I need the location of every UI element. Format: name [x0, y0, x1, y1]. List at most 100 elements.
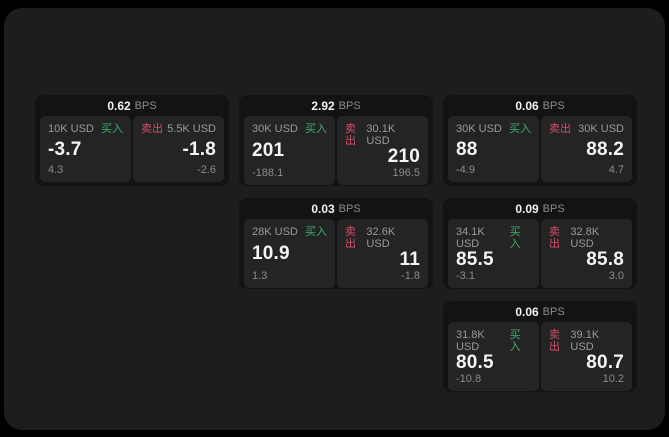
bps-value: 0.03 — [311, 202, 335, 216]
buy-price: 88 — [456, 138, 478, 160]
buy-amount: 34.1K USD — [456, 226, 485, 250]
sell-quote-tile[interactable]: 卖出 32.6K USD 11 -1.8 — [337, 219, 428, 288]
bps-unit-label: BPS — [542, 306, 565, 318]
sell-price: 11 — [399, 249, 420, 270]
tile-top-row: 卖出 5.5K USD — [141, 123, 216, 135]
quote-tiles: 28K USD 买入 10.9 1.3 卖出 32.6K USD 11 -1.8 — [244, 219, 428, 288]
quote-tiles: 34.1K USD 买入 85.5 -3.1 卖出 32.8K USD 85.8… — [448, 219, 632, 288]
sell-side-label: 卖出 — [345, 123, 356, 147]
quote-card: 0.09 BPS 34.1K USD 买入 85.5 -3.1 卖出 — [443, 198, 637, 289]
card-header: 0.06 BPS — [448, 98, 632, 114]
sell-delta: 3.0 — [608, 270, 624, 282]
quote-tiles: 30K USD 买入 88 -4.9 卖出 30K USD 88.2 4.7 — [448, 116, 632, 182]
bps-unit-label: BPS — [338, 100, 361, 112]
card-header: 0.09 BPS — [448, 201, 632, 217]
buy-side-label: 买入 — [305, 226, 327, 238]
card-header: 0.62 BPS — [40, 98, 224, 114]
quote-tiles: 30K USD 买入 201 -188.1 卖出 30.1K USD 210 1… — [244, 116, 428, 185]
sell-amount: 5.5K USD — [167, 123, 216, 135]
buy-amount: 30K USD — [456, 123, 502, 135]
quote-card: 2.92 BPS 30K USD 买入 201 -188.1 卖出 — [239, 95, 433, 186]
card-header: 0.03 BPS — [244, 201, 428, 217]
sell-amount: 32.6K USD — [366, 226, 396, 250]
buy-delta: -3.1 — [456, 270, 475, 282]
tile-top-row: 10K USD 买入 — [48, 123, 123, 135]
tile-top-row: 卖出 39.1K USD — [549, 329, 624, 353]
quote-tiles: 31.8K USD 买入 80.5 -10.8 卖出 39.1K USD 80.… — [448, 322, 632, 391]
sell-delta: -1.8 — [401, 270, 420, 282]
sell-quote-tile[interactable]: 卖出 32.8K USD 85.8 3.0 — [541, 219, 632, 288]
bps-unit-label: BPS — [134, 100, 157, 112]
sell-quote-tile[interactable]: 卖出 30K USD 88.2 4.7 — [541, 116, 632, 182]
quote-card: 0.06 BPS 30K USD 买入 88 -4.9 卖出 — [443, 95, 637, 186]
buy-amount: 30K USD — [252, 123, 298, 135]
sell-quote-tile[interactable]: 卖出 30.1K USD 210 196.5 — [337, 116, 428, 185]
buy-price: 85.5 — [456, 249, 494, 270]
sell-delta: 4.7 — [608, 164, 624, 176]
bps-value: 0.06 — [515, 99, 539, 113]
bps-unit-label: BPS — [542, 203, 565, 215]
buy-side-label: 买入 — [509, 329, 521, 353]
sell-price: 88.2 — [586, 138, 624, 160]
sell-price: 80.7 — [586, 352, 624, 373]
buy-side-label: 买入 — [305, 123, 327, 135]
sell-amount: 32.8K USD — [570, 226, 600, 250]
sell-quote-tile[interactable]: 卖出 39.1K USD 80.7 10.2 — [541, 322, 632, 391]
buy-price: 80.5 — [456, 352, 494, 373]
buy-delta: 1.3 — [252, 270, 268, 282]
tile-top-row: 30K USD 买入 — [252, 123, 327, 135]
sell-delta: 196.5 — [392, 167, 420, 179]
buy-side-label: 买入 — [509, 123, 531, 135]
sell-side-label: 卖出 — [345, 226, 356, 250]
buy-side-label: 买入 — [509, 226, 521, 250]
tile-top-row: 卖出 30.1K USD — [345, 123, 420, 147]
quote-tiles: 10K USD 买入 -3.7 4.3 卖出 5.5K USD -1.8 -2.… — [40, 116, 224, 182]
sell-delta: 10.2 — [602, 373, 624, 385]
tile-top-row: 卖出 32.8K USD — [549, 226, 624, 250]
tile-top-row: 34.1K USD 买入 — [456, 226, 531, 250]
bps-value: 0.09 — [515, 202, 539, 216]
tile-top-row: 30K USD 买入 — [456, 123, 531, 135]
buy-delta: -4.9 — [456, 164, 475, 176]
sell-side-label: 卖出 — [549, 123, 571, 135]
sell-price: -1.8 — [182, 138, 216, 160]
buy-amount: 31.8K USD — [456, 329, 485, 353]
sell-amount: 30.1K USD — [366, 123, 396, 147]
tile-top-row: 卖出 32.6K USD — [345, 226, 420, 250]
buy-quote-tile[interactable]: 30K USD 买入 88 -4.9 — [448, 116, 539, 182]
buy-quote-tile[interactable]: 31.8K USD 买入 80.5 -10.8 — [448, 322, 539, 391]
quote-cards-grid: 0.62 BPS 10K USD 买入 -3.7 4.3 卖出 — [35, 95, 637, 392]
tile-top-row: 卖出 30K USD — [549, 123, 624, 135]
buy-delta: -10.8 — [456, 373, 482, 385]
bps-value: 0.62 — [107, 99, 131, 113]
buy-quote-tile[interactable]: 34.1K USD 买入 85.5 -3.1 — [448, 219, 539, 288]
buy-quote-tile[interactable]: 10K USD 买入 -3.7 4.3 — [40, 116, 131, 182]
quote-card: 0.03 BPS 28K USD 买入 10.9 1.3 卖出 — [239, 198, 433, 289]
tile-top-row: 31.8K USD 买入 — [456, 329, 531, 353]
buy-quote-tile[interactable]: 30K USD 买入 201 -188.1 — [244, 116, 335, 185]
buy-side-label: 买入 — [101, 123, 123, 135]
tile-top-row: 28K USD 买入 — [252, 226, 327, 238]
card-header: 0.06 BPS — [448, 304, 632, 320]
buy-amount: 10K USD — [48, 123, 94, 135]
sell-amount: 30K USD — [578, 123, 624, 135]
sell-quote-tile[interactable]: 卖出 5.5K USD -1.8 -2.6 — [133, 116, 224, 182]
bps-value: 2.92 — [311, 99, 335, 113]
sell-delta: -2.6 — [197, 164, 216, 176]
bps-unit-label: BPS — [338, 203, 361, 215]
sell-side-label: 卖出 — [141, 123, 163, 135]
sell-side-label: 卖出 — [549, 329, 560, 353]
card-header: 2.92 BPS — [244, 98, 428, 114]
quote-card: 0.62 BPS 10K USD 买入 -3.7 4.3 卖出 — [35, 95, 229, 186]
buy-delta: -188.1 — [252, 167, 284, 179]
buy-price: 201 — [252, 140, 285, 161]
buy-price: 10.9 — [252, 243, 290, 264]
quote-card: 0.06 BPS 31.8K USD 买入 80.5 -10.8 卖 — [443, 301, 637, 392]
sell-price: 210 — [387, 146, 420, 167]
bps-value: 0.06 — [515, 305, 539, 319]
buy-amount: 28K USD — [252, 226, 298, 238]
sell-side-label: 卖出 — [549, 226, 560, 250]
buy-price: -3.7 — [48, 138, 82, 160]
buy-quote-tile[interactable]: 28K USD 买入 10.9 1.3 — [244, 219, 335, 288]
